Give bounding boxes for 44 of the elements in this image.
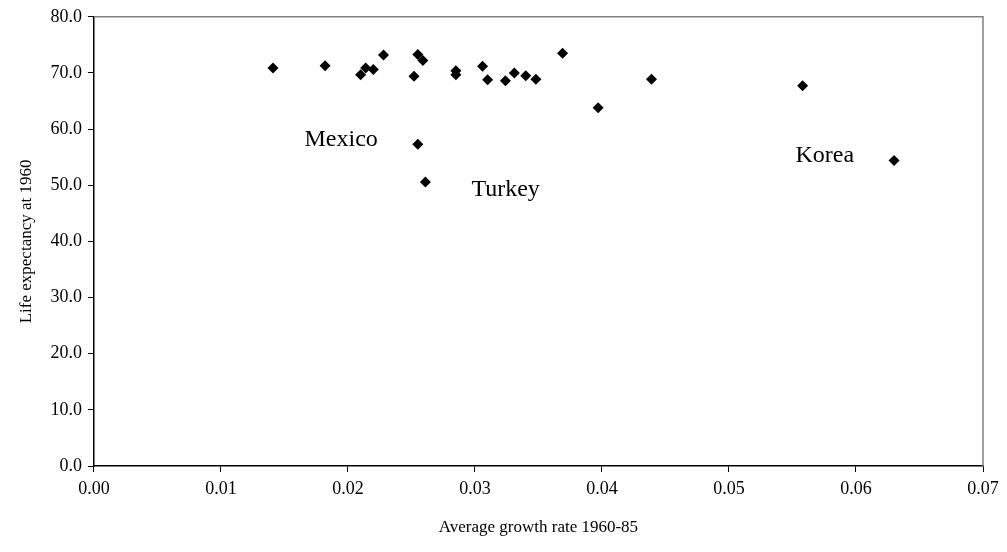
point [360, 62, 372, 74]
x-tick-label: 0.05 [713, 477, 745, 498]
point [412, 48, 424, 60]
annotation: Turkey [471, 175, 540, 202]
point [319, 60, 331, 72]
y-tick-label: 20.0 [50, 342, 82, 363]
point [508, 67, 520, 79]
x-tick-label: 0.00 [78, 477, 110, 498]
y-tick-label: 10.0 [50, 398, 82, 419]
x-tick-label: 0.01 [205, 477, 237, 498]
point [797, 80, 809, 92]
point [499, 75, 511, 87]
point [367, 64, 379, 76]
point [417, 55, 429, 67]
point [355, 69, 367, 81]
y-tick-label: 80.0 [50, 5, 82, 26]
x-tick-label: 0.03 [459, 477, 491, 498]
y-tick-label: 60.0 [50, 117, 82, 138]
annotation: Mexico [304, 124, 378, 151]
point [267, 62, 279, 74]
point [482, 74, 494, 86]
annotation: Korea [795, 140, 855, 167]
y-tick-label: 30.0 [50, 286, 82, 307]
point [888, 155, 900, 167]
x-tick-label: 0.02 [332, 477, 364, 498]
point [645, 73, 657, 85]
x-tick-label: 0.06 [840, 477, 872, 498]
x-tick-label: 0.07 [967, 477, 999, 498]
y-tick-label: 40.0 [50, 230, 82, 251]
y-tick-label: 50.0 [50, 173, 82, 194]
y-tick-label: 0.0 [59, 454, 82, 475]
x-tick-label: 0.04 [586, 477, 618, 498]
point [592, 102, 604, 114]
point [408, 70, 420, 82]
point [530, 73, 542, 85]
point [412, 138, 424, 150]
point [557, 47, 569, 59]
y-tick-label: 70.0 [50, 61, 82, 82]
y-axis-title: Life expectancy at 1960 [15, 159, 35, 324]
point [419, 176, 431, 188]
point [377, 49, 389, 61]
point [477, 60, 489, 72]
x-axis-title: Average growth rate 1960-85 [438, 517, 639, 537]
point [520, 70, 532, 82]
